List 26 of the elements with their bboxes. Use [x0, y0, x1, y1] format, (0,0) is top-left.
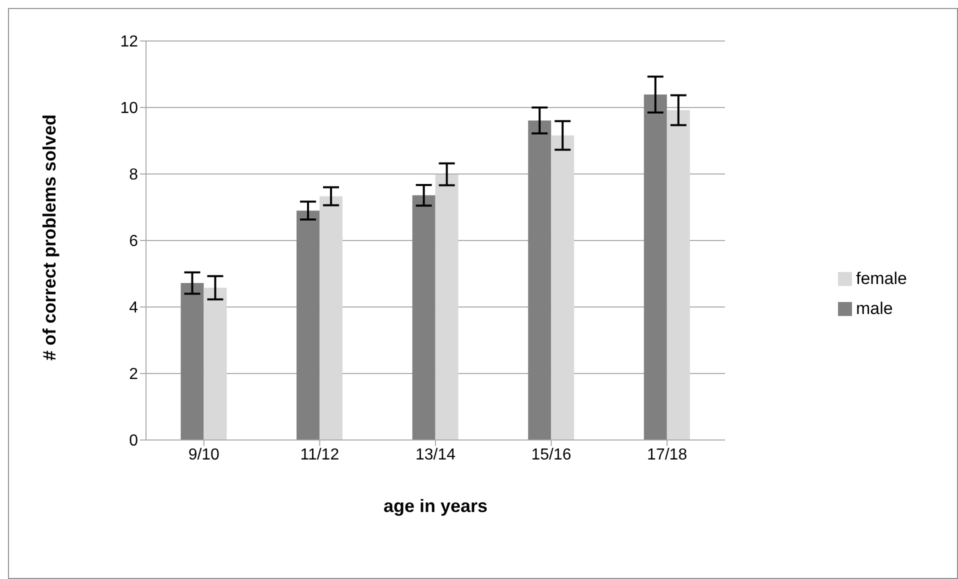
bar	[320, 196, 343, 440]
legend-label: male	[856, 298, 893, 318]
bar	[644, 94, 667, 440]
x-axis-title: age in years	[383, 496, 488, 516]
bar	[296, 210, 320, 440]
y-tick-label: 12	[120, 34, 138, 51]
bar	[435, 174, 458, 440]
legend-label: female	[856, 268, 907, 288]
y-tick-label: 6	[129, 233, 138, 250]
y-tick-label: 8	[129, 166, 138, 184]
x-tick-label: 9/10	[188, 446, 220, 464]
bar	[551, 135, 574, 440]
x-tick-label: 15/16	[531, 446, 572, 464]
y-tick-label: 10	[120, 100, 138, 118]
bar	[204, 288, 227, 440]
x-tick-label: 13/14	[415, 446, 456, 464]
bar	[412, 195, 436, 440]
x-tick-label: 11/12	[300, 446, 340, 464]
x-tick-label: 17/18	[647, 446, 688, 464]
bar	[666, 110, 690, 440]
bar	[528, 120, 552, 440]
bar	[180, 283, 204, 440]
y-axis-title: # of correct problems solved	[39, 114, 60, 360]
y-tick-label: 0	[129, 432, 138, 450]
y-tick-label: 4	[129, 300, 138, 317]
y-tick-label: 2	[129, 366, 138, 384]
